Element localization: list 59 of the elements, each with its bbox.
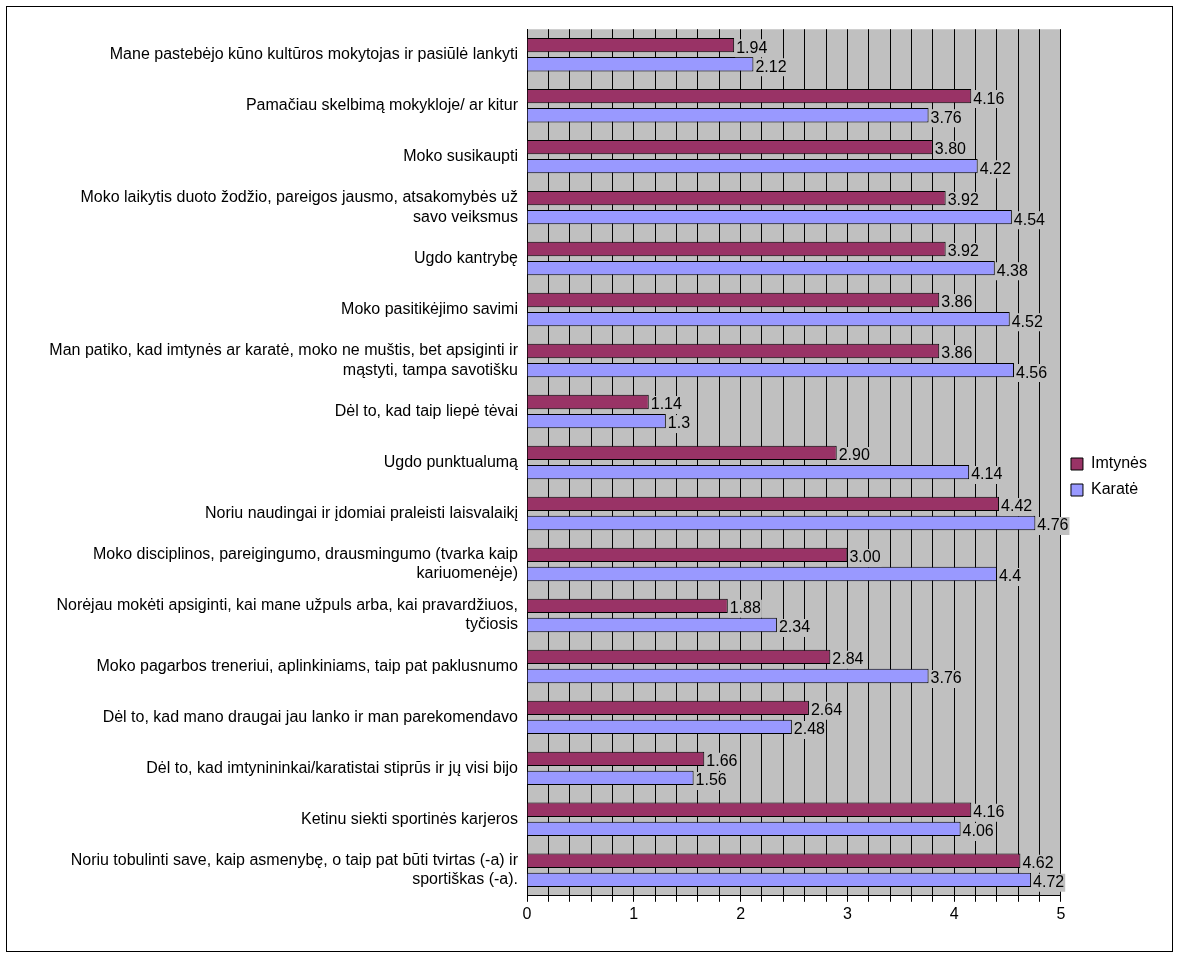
data-label: 4.52	[1011, 312, 1043, 330]
y-tick-label: Man patiko, kad imtynės ar karatė, moko ne muštis, bet apsiginti ir mąstyti, tampa savotišku	[49, 341, 519, 378]
y-tick-label: Ugdo kantrybę	[413, 249, 519, 266]
y-tick-label: Norėjau mokėti apsiginti, kai mane užpuls arba, kai pravardžiuos, tyčiosis	[56, 596, 518, 633]
data-label: 2.34	[778, 618, 811, 636]
y-tick-label: Noriu tobulinti save, kaip asmenybę, o taip pat būti tvirtas (-a) ir sportiškas (-a).	[70, 851, 519, 888]
data-label: 3.00	[849, 548, 881, 566]
data-label: 4.56	[1015, 363, 1048, 381]
data-label: 4.4	[998, 567, 1022, 585]
x-tick-label: 4	[949, 904, 959, 922]
data-label: 3.80	[934, 140, 967, 158]
data-label: 4.16	[973, 803, 1005, 821]
data-label: 4.62	[1022, 854, 1054, 872]
data-label: 1.14	[650, 395, 682, 413]
x-tick-label: 1	[629, 904, 639, 922]
data-label: 1.88	[729, 599, 762, 617]
y-tick-label: Dėl to, kad mano draugai jau lanko ir man parekomendavo	[102, 707, 519, 725]
y-tick-label: Moko pagarbos treneriui, aplinkiniams, taip pat paklusnumo	[96, 656, 519, 674]
y-tick-label: Moko disciplinos, pareigingumo, drausmingumo (tvarka kaip kariuomenėje)	[92, 545, 519, 582]
data-label: 4.76	[1037, 516, 1069, 534]
x-tick-label: 2	[736, 904, 746, 922]
y-tick-label: Dėl to, kad taip liepė tėvai	[334, 401, 518, 419]
data-label: 1.56	[695, 771, 727, 789]
data-label: 2.84	[832, 650, 864, 668]
y-tick-label: Noriu naudingai ir įdomiai praleisti laisvalaikį	[204, 503, 518, 521]
data-label: 2.64	[810, 701, 843, 719]
data-label: 2.12	[755, 57, 787, 75]
y-tick-label: Moko susikaupti	[403, 147, 518, 165]
y-tick-label: Moko pasitikėjimo savimi	[341, 299, 518, 317]
y-tick-label: Pamačiau skelbimą mokykloje/ ar kitur	[245, 96, 519, 114]
x-tick-label: 3	[842, 904, 852, 922]
y-tick-label: Ugdo punktualumą	[383, 452, 519, 470]
data-label: 4.42	[1001, 497, 1033, 515]
x-tick-label: 0	[522, 904, 532, 922]
data-label: 4.54	[1013, 210, 1046, 228]
data-label: 4.16	[973, 89, 1005, 107]
y-tick-label: Moko laikytis duoto žodžio, pareigos jausmo, atsakomybės už savo veiksmus	[80, 188, 518, 225]
y-tick-label: Ketinu siekti sportinės karjeros	[301, 809, 518, 827]
x-tick-label: 5	[1056, 904, 1066, 922]
data-label: 3.76	[930, 108, 962, 126]
data-label: 1.3	[667, 414, 691, 432]
data-label: 1.66	[706, 752, 738, 770]
data-label: 2.48	[793, 720, 826, 738]
data-label: 3.76	[930, 669, 962, 687]
data-label: 1.94	[736, 38, 768, 56]
data-label: 4.72	[1033, 873, 1065, 891]
legend-label: Karatė	[1090, 480, 1139, 498]
data-label: 2.90	[838, 446, 870, 464]
legend-label: Imtynės	[1090, 454, 1147, 472]
data-label: 3.86	[941, 293, 973, 311]
data-label: 4.14	[971, 465, 1003, 483]
data-label: 4.38	[996, 261, 1029, 279]
data-label: 3.92	[947, 242, 979, 260]
y-tick-label: Mane pastebėjo kūno kultūros mokytojas ir pasiūlė lankyti	[109, 45, 518, 63]
data-label: 3.92	[947, 191, 979, 209]
data-label: 4.06	[962, 822, 994, 840]
data-label: 4.22	[979, 159, 1011, 177]
data-label: 3.86	[941, 344, 973, 362]
y-tick-label: Dėl to, kad imtynininkai/karatistai stiprūs ir jų visi bijo	[146, 758, 519, 776]
